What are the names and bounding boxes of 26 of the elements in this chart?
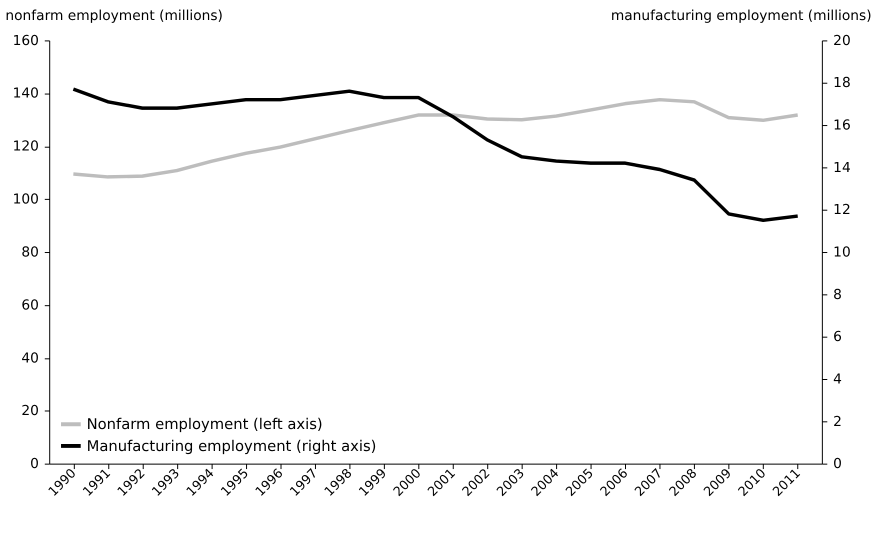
y2-tick-label: 16 <box>833 117 851 134</box>
y2-tick-label: 20 <box>833 32 851 49</box>
y2-axis-title: manufacturing employment (millions) <box>610 8 872 24</box>
y-tick-label: 140 <box>12 86 39 102</box>
y2-tick-label: 12 <box>833 202 851 218</box>
line-series <box>72 98 800 179</box>
y-tick-label: 40 <box>21 350 39 366</box>
y2-tick-label: 0 <box>833 456 842 472</box>
y2-tick-label: 2 <box>833 414 842 430</box>
y-tick-label: 0 <box>30 456 39 472</box>
y2-tick-label: 14 <box>833 160 851 176</box>
legend-label: Nonfarm employment (left axis) <box>86 416 323 434</box>
y2-tick-label: 10 <box>833 244 851 260</box>
line-series <box>72 87 800 222</box>
y2-tick-label: 8 <box>833 286 842 303</box>
y-tick-label: 120 <box>12 138 39 155</box>
legend-label: Manufacturing employment (right axis) <box>86 438 376 455</box>
y-axis-title: nonfarm employment (millions) <box>5 8 223 24</box>
y-tick-label: 80 <box>21 244 39 260</box>
y-tick-label: 100 <box>12 192 39 208</box>
y-tick-label: 20 <box>21 403 39 420</box>
y-tick-label: 60 <box>21 297 39 314</box>
y2-tick-label: 18 <box>833 75 851 92</box>
y2-tick-label: 6 <box>833 329 842 346</box>
y-tick-label: 160 <box>12 32 39 49</box>
y2-tick-label: 4 <box>833 371 842 388</box>
